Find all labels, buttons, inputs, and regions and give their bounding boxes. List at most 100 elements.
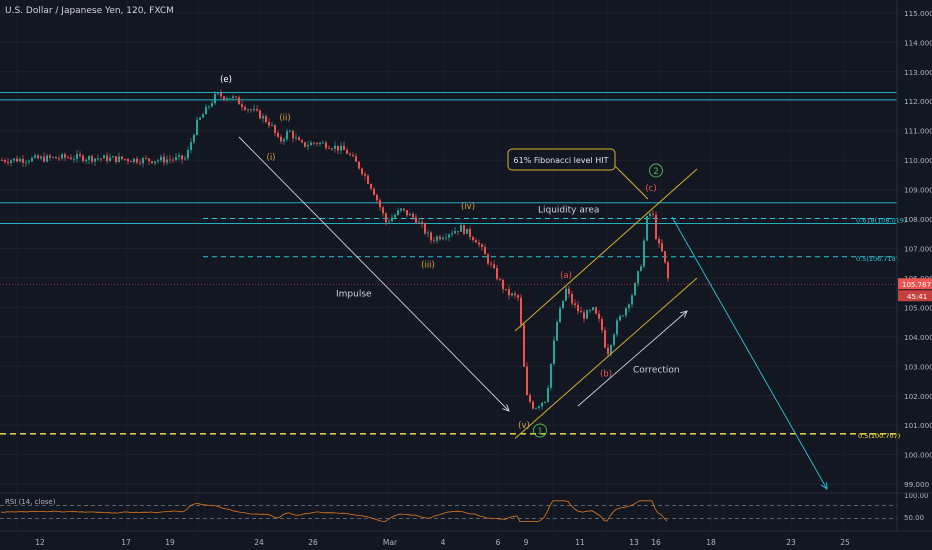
candle-body xyxy=(292,131,294,139)
candle-body xyxy=(418,221,420,223)
candle-body xyxy=(4,160,6,162)
wave-circle-number: 1 xyxy=(537,427,543,437)
candle-body xyxy=(73,159,75,160)
candle-body xyxy=(55,156,57,159)
candle-body xyxy=(205,106,207,115)
candle-body xyxy=(247,109,249,111)
candle-body xyxy=(508,289,510,296)
candle-body xyxy=(295,137,297,139)
candle-body xyxy=(118,156,120,162)
candle-body xyxy=(160,156,162,161)
price-tick-label: 115.000 xyxy=(904,9,932,18)
price-tick-label: 107.000 xyxy=(904,245,932,254)
candle-body xyxy=(535,407,537,409)
fib-callout: 61% Fibonacci level HIT xyxy=(507,148,649,200)
candle-body xyxy=(256,108,258,111)
candle-body xyxy=(196,119,198,135)
candle-body xyxy=(136,158,138,163)
candle-body xyxy=(7,161,9,163)
candle-body xyxy=(52,156,54,158)
candle-body xyxy=(511,293,513,296)
candle-body xyxy=(382,207,384,214)
price-tick-label: 105.000 xyxy=(904,303,932,312)
last-price-tag xyxy=(898,278,932,290)
candle-body xyxy=(142,158,144,164)
drawings: 61% Fibonacci level HIT xyxy=(238,136,828,490)
candle-body xyxy=(352,155,354,157)
candle-body xyxy=(526,366,528,396)
price-tick-label: 110.000 xyxy=(904,156,932,165)
candle-body xyxy=(469,228,471,237)
candle-body xyxy=(61,154,63,159)
candle-body xyxy=(583,312,585,319)
candle-body xyxy=(529,395,531,402)
candle-body xyxy=(187,150,189,159)
candle-body xyxy=(358,161,360,169)
price-tick-label: 100.000 xyxy=(904,451,932,460)
candle-body xyxy=(286,131,288,140)
candle-body xyxy=(253,108,255,111)
candle-body xyxy=(550,363,552,388)
candle-body xyxy=(67,157,69,159)
candle-body xyxy=(391,217,393,222)
candle-body xyxy=(274,124,276,134)
candle-body xyxy=(658,239,660,244)
candle-body xyxy=(625,308,627,316)
wave-label: (ii) xyxy=(279,113,290,123)
countdown-tag xyxy=(898,290,932,302)
candle-body xyxy=(388,221,390,223)
candle-body xyxy=(364,173,366,176)
candle-body xyxy=(109,157,111,162)
fib-level-label: 0.618(108.019) xyxy=(856,216,907,224)
wave-label: (e) xyxy=(220,75,232,85)
candle-body xyxy=(454,231,456,234)
candle-body xyxy=(562,300,564,309)
candle-body xyxy=(346,150,348,154)
candle-body xyxy=(544,401,546,403)
candle-body xyxy=(586,310,588,319)
candle-body xyxy=(553,340,555,364)
candle-body xyxy=(163,156,165,163)
candle-body xyxy=(79,153,81,156)
time-tick-label: 9 xyxy=(524,538,529,547)
candle-body xyxy=(616,320,618,335)
annotation-text: Impulse xyxy=(336,289,372,299)
candle-body xyxy=(106,155,108,162)
candle-body xyxy=(505,289,507,291)
candle-body xyxy=(439,236,441,240)
wave-label: (c) xyxy=(645,184,656,194)
candle-body xyxy=(1,160,3,161)
wave-label: (i) xyxy=(267,153,276,163)
candle-body xyxy=(76,153,78,160)
candle-body xyxy=(10,160,12,163)
candle-body xyxy=(499,279,501,280)
candle-body xyxy=(646,215,648,241)
candle-body xyxy=(325,142,327,149)
candle-body xyxy=(622,315,624,317)
channel-lower-line xyxy=(514,277,698,439)
impulse-arrow-head xyxy=(502,404,510,412)
candle-body xyxy=(112,156,114,158)
candle-body xyxy=(154,161,156,164)
candle-body xyxy=(232,96,234,98)
candle-body xyxy=(169,159,171,161)
candle-body xyxy=(559,308,561,323)
rsi-tick-label: 100.00 xyxy=(904,492,929,500)
candle-body xyxy=(619,316,621,321)
candle-body xyxy=(28,161,30,163)
candle-body xyxy=(265,116,267,123)
time-tick-label: Mar xyxy=(383,538,398,547)
candle-body xyxy=(592,307,594,311)
time-tick-label: 23 xyxy=(786,538,796,547)
candle-body xyxy=(394,214,396,218)
candle-body xyxy=(40,156,42,159)
candle-body xyxy=(172,159,174,161)
candle-body xyxy=(472,236,474,241)
candle-body xyxy=(355,156,357,162)
candle-body xyxy=(157,160,159,162)
time-tick-label: 19 xyxy=(165,538,175,547)
symbol-title[interactable]: U.S. Dollar / Japanese Yen, 120, FXCM xyxy=(5,6,174,16)
candle-body xyxy=(103,155,105,159)
candle-body xyxy=(340,145,342,151)
